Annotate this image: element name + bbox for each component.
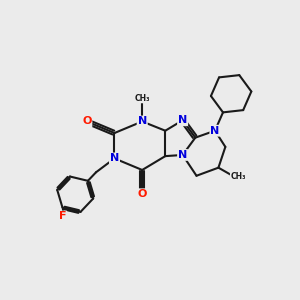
Text: N: N	[178, 150, 187, 160]
Text: N: N	[138, 116, 147, 127]
Text: N: N	[210, 126, 220, 136]
Text: N: N	[178, 115, 187, 125]
Text: F: F	[59, 212, 66, 221]
Text: O: O	[137, 189, 147, 199]
Text: N: N	[110, 153, 119, 164]
Text: CH₃: CH₃	[134, 94, 150, 103]
Text: O: O	[82, 116, 92, 127]
Text: CH₃: CH₃	[230, 172, 246, 182]
